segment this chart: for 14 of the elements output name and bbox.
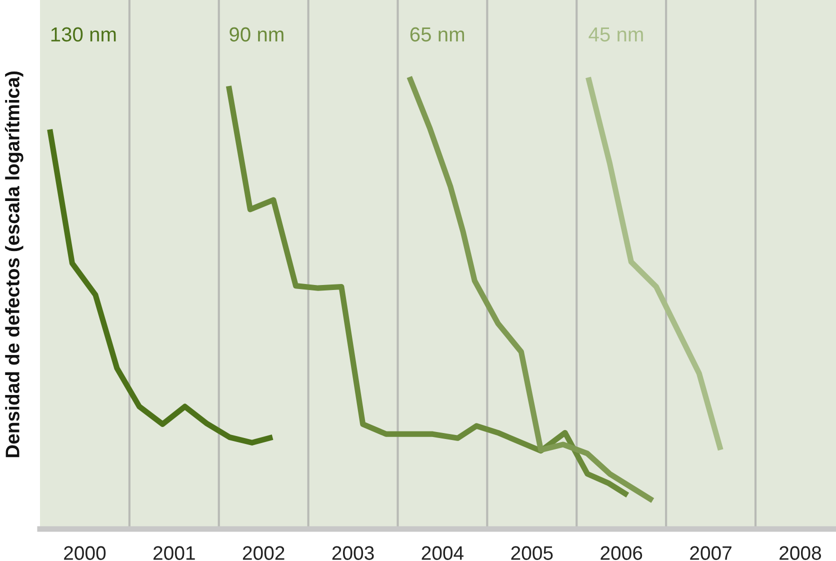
x-tick-label: 2002 [242, 546, 284, 560]
text: 90 nm [230, 27, 284, 42]
x-tick-label: 2001 [154, 546, 195, 560]
x-tick-label: 2005 [511, 546, 553, 560]
x-tick-label: 2000 [64, 546, 106, 560]
x-tick-label: 2008 [780, 546, 822, 560]
x-tick-label: 2007 [690, 546, 732, 560]
x-tick-label: 2004 [422, 546, 464, 560]
y-axis-title: Densidad de defectos (escala logarítmica) [4, 71, 24, 458]
x-tick-label: 2003 [332, 546, 374, 560]
series-label: 45 nm [588, 28, 643, 42]
text: 130 nm [51, 27, 116, 42]
series-label: 65 nm [410, 27, 464, 42]
x-tick-label: 2006 [600, 546, 642, 560]
